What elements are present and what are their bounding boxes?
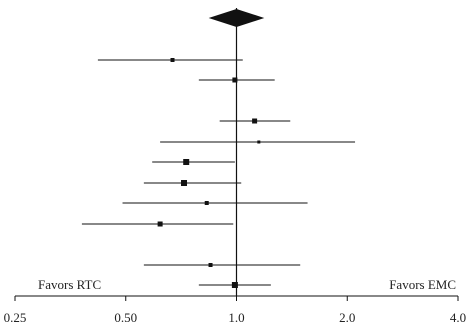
summary-diamond [208,9,265,27]
x-axis-ticks: 0.25 0.50 1.0 2.0 4.0 [4,296,466,325]
favors-left-label: Favors RTC [38,277,101,292]
favors-right-label: Favors EMC [389,277,456,292]
study-point-estimate [157,221,163,227]
study-point-estimate [181,180,188,186]
study-point-estimate [183,159,190,165]
study-point-estimate [257,140,261,144]
study-point-estimate [204,201,209,205]
x-tick-label: 0.25 [4,310,27,325]
study-point-estimate [232,77,238,83]
study-point-estimate [208,263,213,267]
study-rows [81,58,356,288]
study-point-estimate [170,58,175,62]
x-tick-label: 2.0 [339,310,355,325]
x-tick-label: 4.0 [450,310,466,325]
study-point-estimate [231,282,238,288]
x-tick-label: 1.0 [228,310,244,325]
study-point-estimate [252,118,258,124]
x-tick-label: 0.50 [114,310,137,325]
